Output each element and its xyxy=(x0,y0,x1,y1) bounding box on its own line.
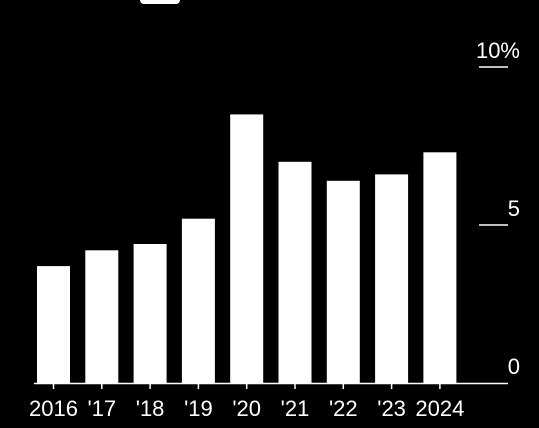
title-fragment xyxy=(140,0,180,4)
bar-4 xyxy=(230,114,264,384)
bars-group xyxy=(37,114,457,384)
x-tick-label-7: '23 xyxy=(377,396,406,421)
x-tick-label-3: '19 xyxy=(184,396,213,421)
x-tick-label-0: 2016 xyxy=(29,396,78,421)
bar-2 xyxy=(133,244,167,383)
bar-0 xyxy=(37,266,70,383)
x-tick-label-6: '22 xyxy=(329,396,358,421)
x-tick-label-2: '18 xyxy=(136,396,165,421)
x-tick-label-5: '21 xyxy=(281,396,310,421)
x-tick-label-1: '17 xyxy=(87,396,116,421)
bar-3 xyxy=(181,218,215,383)
y-tick-label-2: 10% xyxy=(476,38,520,63)
bar-8 xyxy=(423,152,457,383)
y-tick-label-1: 5 xyxy=(508,196,520,221)
x-tick-label-4: '20 xyxy=(232,396,261,421)
y-tick-label-0: 0 xyxy=(508,354,520,379)
bar-1 xyxy=(85,250,119,383)
bar-6 xyxy=(326,180,360,383)
x-tick-label-8: 2024 xyxy=(415,396,464,421)
x-axis: 2016 '17 '18 '19 '20 '21 '22 '23 2024 xyxy=(29,382,508,421)
bar-7 xyxy=(375,174,409,383)
y-axis: 0 5 10% xyxy=(476,38,520,379)
bar-5 xyxy=(278,161,312,383)
